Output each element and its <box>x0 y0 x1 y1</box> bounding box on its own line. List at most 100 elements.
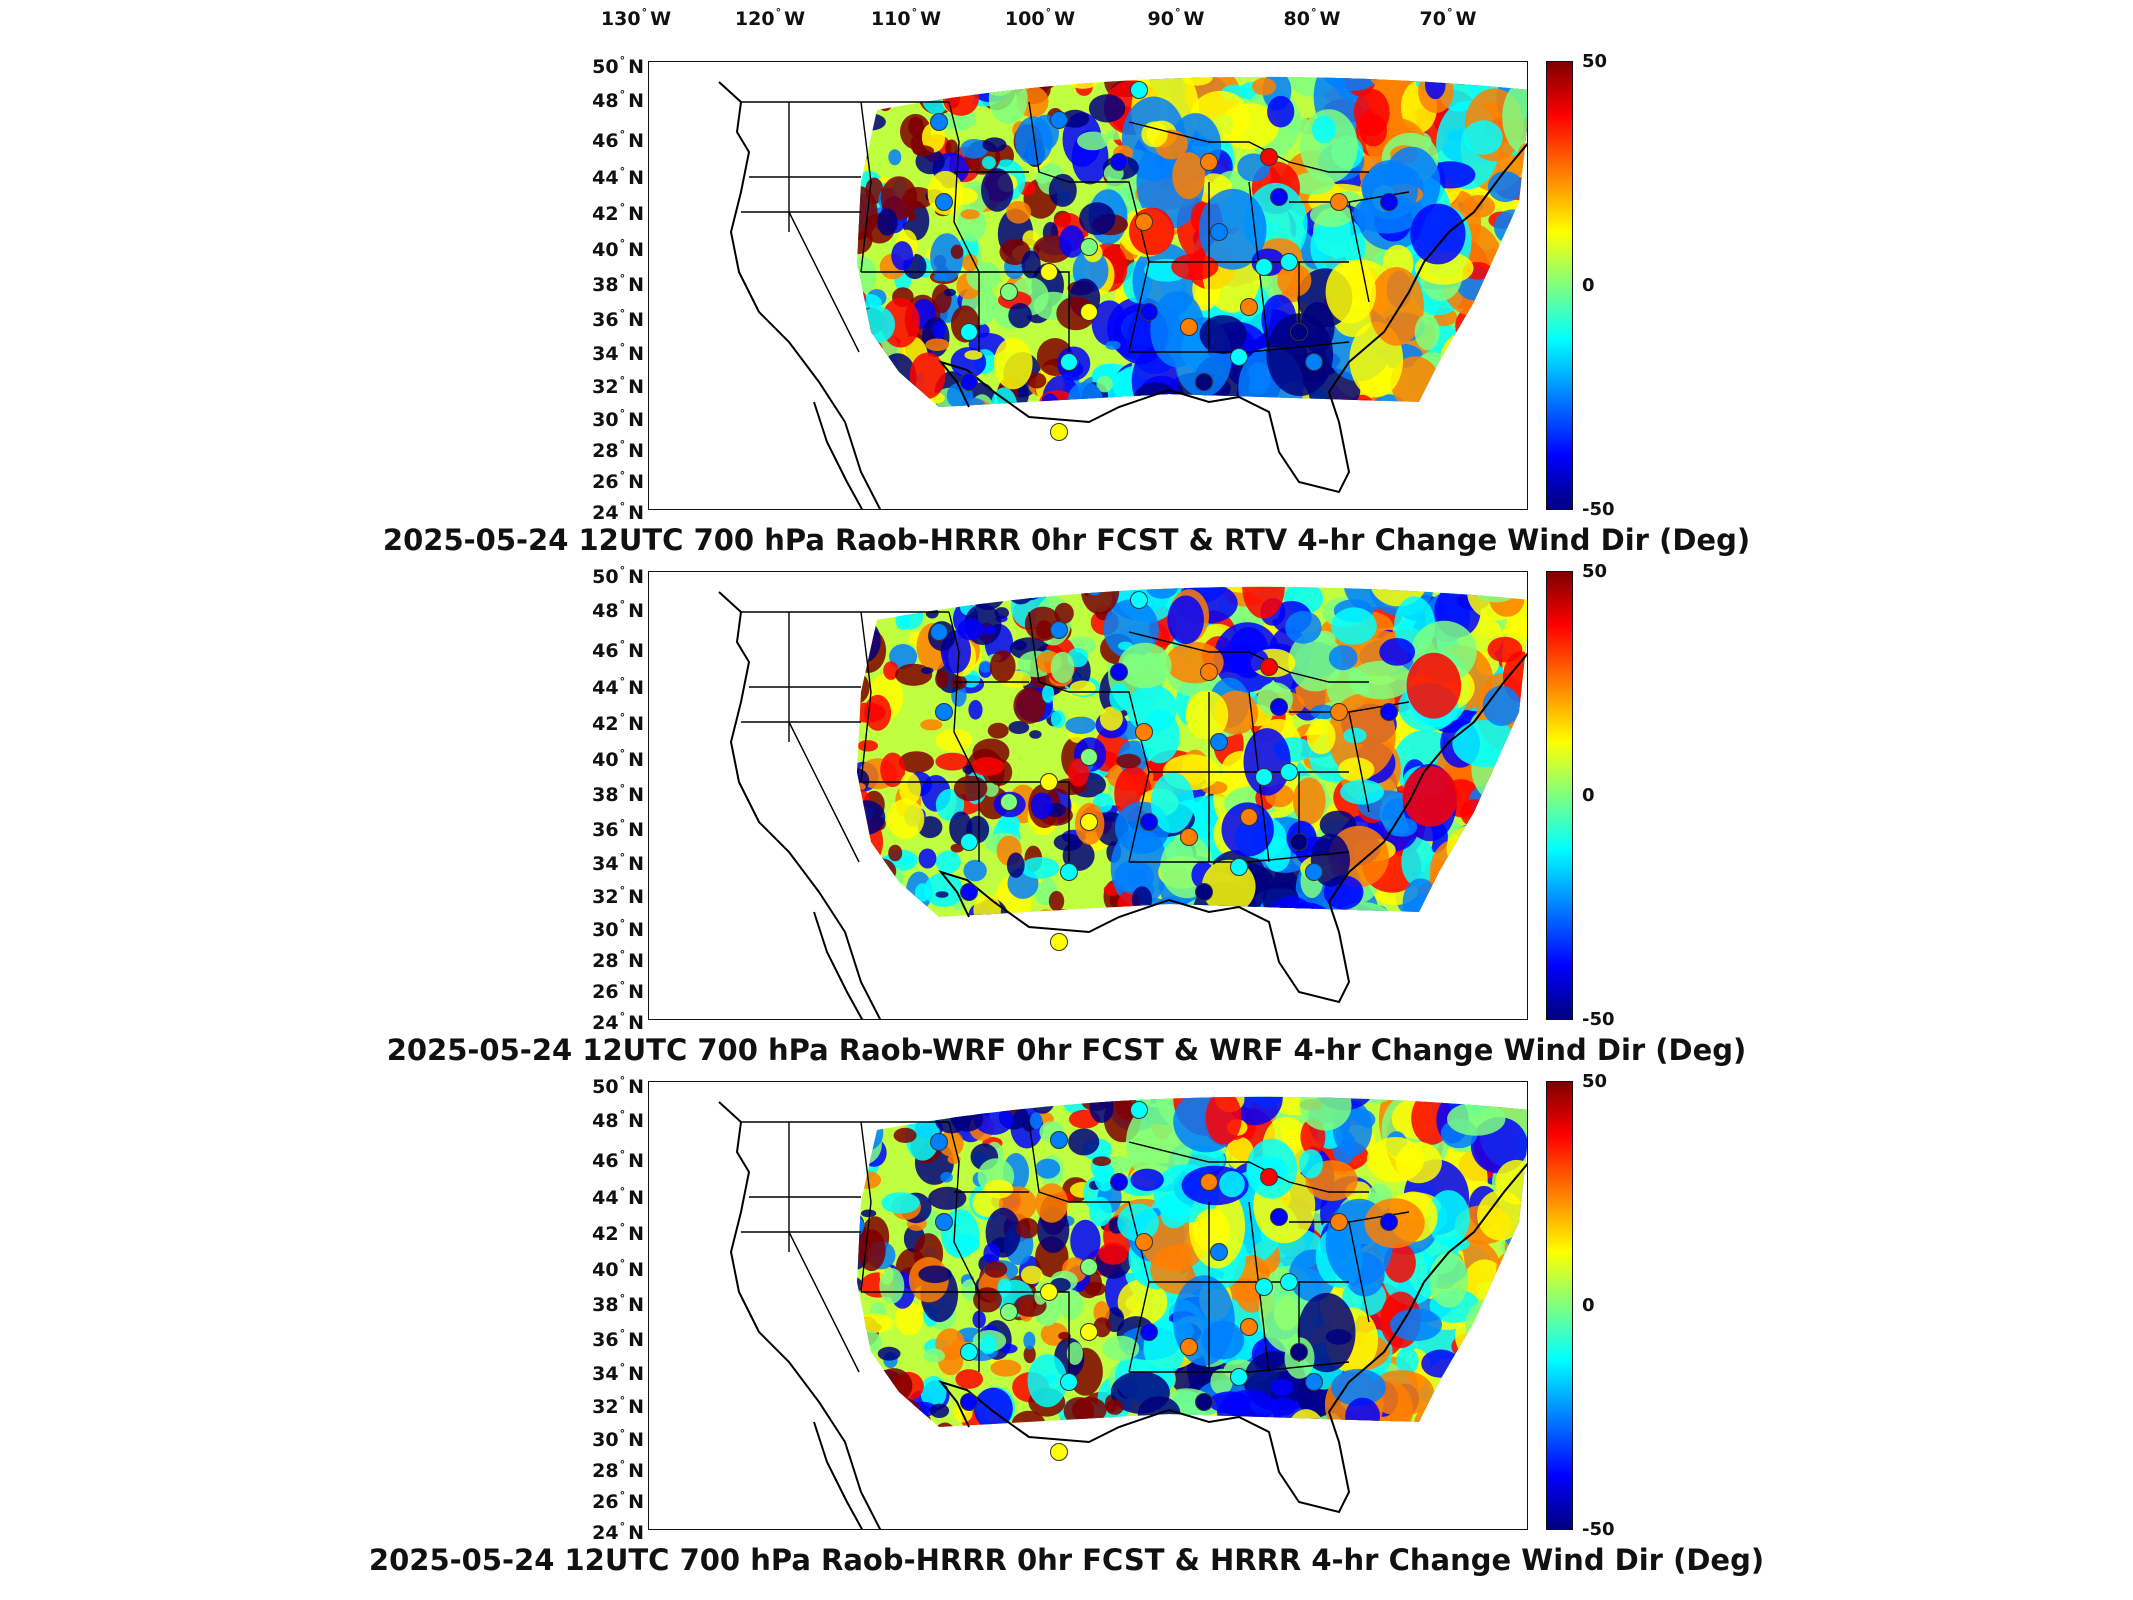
raob-station-marker <box>1230 1368 1248 1386</box>
raob-station-marker <box>930 1133 948 1151</box>
colorbar-tick-label: 0 <box>1582 275 1595 296</box>
state-boundaries <box>741 1121 1410 1373</box>
latitude-tick-label: 34° N <box>592 341 644 365</box>
raob-station-marker <box>1270 698 1288 716</box>
latitude-tick-label: 32° N <box>592 884 644 908</box>
colorbar-tick-label: 50 <box>1582 51 1608 72</box>
raob-station-marker <box>1080 1258 1098 1276</box>
raob-station-marker <box>1110 1173 1128 1191</box>
raob-station-marker <box>1200 153 1218 171</box>
raob-station-marker <box>1000 793 1018 811</box>
raob-station-marker <box>930 623 948 641</box>
latitude-tick-label: 34° N <box>592 851 644 875</box>
longitude-tick-label: 120° W <box>734 6 806 30</box>
raob-station-marker <box>1180 318 1198 336</box>
raob-station-marker <box>1140 813 1158 831</box>
map-frame <box>648 61 1528 510</box>
raob-station-marker <box>1240 298 1258 316</box>
latitude-tick-label: 50° N <box>592 1074 644 1098</box>
raob-station-marker <box>960 833 978 851</box>
raob-station-marker <box>1060 353 1078 371</box>
latitude-tick-label: 40° N <box>592 237 644 261</box>
raob-station-marker <box>1210 1243 1228 1261</box>
latitude-tick-label: 38° N <box>592 782 644 806</box>
latitude-tick-label: 34° N <box>592 1361 644 1385</box>
latitude-tick-label: 44° N <box>592 675 644 699</box>
raob-station-marker <box>1260 148 1278 166</box>
raob-station-marker <box>960 883 978 901</box>
raob-station-marker <box>1040 773 1058 791</box>
latitude-tick-label: 30° N <box>592 1427 644 1451</box>
longitude-tick-label: 110° W <box>870 6 942 30</box>
colorbar-tick-label: -50 <box>1582 1519 1615 1540</box>
raob-station-marker <box>1240 1318 1258 1336</box>
longitude-tick-label: 80° W <box>1283 6 1341 30</box>
latitude-tick-label: 42° N <box>592 1221 644 1245</box>
coastline <box>718 591 1527 1019</box>
raob-station-marker <box>1040 263 1058 281</box>
raob-station-marker <box>1260 658 1278 676</box>
longitude-tick-label: 130° W <box>600 6 672 30</box>
raob-station-marker <box>1110 663 1128 681</box>
latitude-tick-label: 46° N <box>592 1148 644 1172</box>
raob-station-marker <box>1000 1303 1018 1321</box>
raob-station-marker <box>1110 153 1128 171</box>
latitude-tick-label: 28° N <box>592 438 644 462</box>
latitude-tick-label: 50° N <box>592 564 644 588</box>
panel-title: 2025-05-24 12UTC 700 hPa Raob-HRRR 0hr F… <box>368 1543 1765 1577</box>
raob-station-marker <box>1380 1213 1398 1231</box>
wind-direction-map <box>718 1096 1527 1529</box>
field-shading <box>857 586 1527 917</box>
colorbar-tick-label: -50 <box>1582 499 1615 520</box>
colorbar <box>1546 61 1573 510</box>
latitude-tick-label: 24° N <box>592 500 644 524</box>
raob-station-marker <box>1230 858 1248 876</box>
raob-station-marker <box>1135 1233 1153 1251</box>
raob-station-marker <box>1280 253 1298 271</box>
raob-station-marker <box>1130 591 1148 609</box>
raob-station-marker <box>1210 733 1228 751</box>
raob-station-marker <box>935 703 953 721</box>
latitude-tick-label: 26° N <box>592 469 644 493</box>
latitude-tick-label: 50° N <box>592 54 644 78</box>
latitude-tick-label: 40° N <box>592 1257 644 1281</box>
raob-station-marker <box>1270 188 1288 206</box>
raob-station-marker <box>935 193 953 211</box>
raob-station-marker <box>1380 193 1398 211</box>
raob-station-marker <box>1050 1131 1068 1149</box>
latitude-tick-label: 48° N <box>592 1108 644 1132</box>
raob-station-marker <box>1255 1278 1273 1296</box>
coastline <box>718 81 1527 509</box>
latitude-tick-label: 32° N <box>592 374 644 398</box>
latitude-tick-label: 24° N <box>592 1010 644 1034</box>
latitude-tick-label: 28° N <box>592 1458 644 1482</box>
longitude-tick-label: 70° W <box>1419 6 1477 30</box>
wind-direction-map <box>718 586 1527 1019</box>
latitude-tick-label: 36° N <box>592 1327 644 1351</box>
raob-station-marker <box>1280 763 1298 781</box>
coastline <box>718 1101 1527 1529</box>
latitude-tick-label: 24° N <box>592 1520 644 1544</box>
raob-station-marker <box>1080 303 1098 321</box>
latitude-tick-label: 32° N <box>592 1394 644 1418</box>
raob-station-marker <box>1260 1168 1278 1186</box>
latitude-tick-label: 48° N <box>592 88 644 112</box>
raob-station-marker <box>1060 863 1078 881</box>
raob-station-marker <box>1330 703 1348 721</box>
colorbar-tick-label: 0 <box>1582 1295 1595 1316</box>
latitude-tick-label: 40° N <box>592 747 644 771</box>
raob-station-marker <box>1130 81 1148 99</box>
raob-station-marker <box>1040 1283 1058 1301</box>
raob-station-marker <box>1050 933 1068 951</box>
panel-title: 2025-05-24 12UTC 700 hPa Raob-HRRR 0hr F… <box>382 523 1751 557</box>
raob-station-marker <box>1130 1101 1148 1119</box>
raob-station-marker <box>1180 828 1198 846</box>
raob-station-marker <box>1230 348 1248 366</box>
colorbar-tick-label: -50 <box>1582 1009 1615 1030</box>
raob-station-marker <box>1270 1208 1288 1226</box>
raob-station-marker <box>1305 1373 1323 1391</box>
raob-station-marker <box>1050 423 1068 441</box>
raob-station-marker <box>960 323 978 341</box>
raob-station-marker <box>1280 1273 1298 1291</box>
field-shading <box>857 76 1527 407</box>
